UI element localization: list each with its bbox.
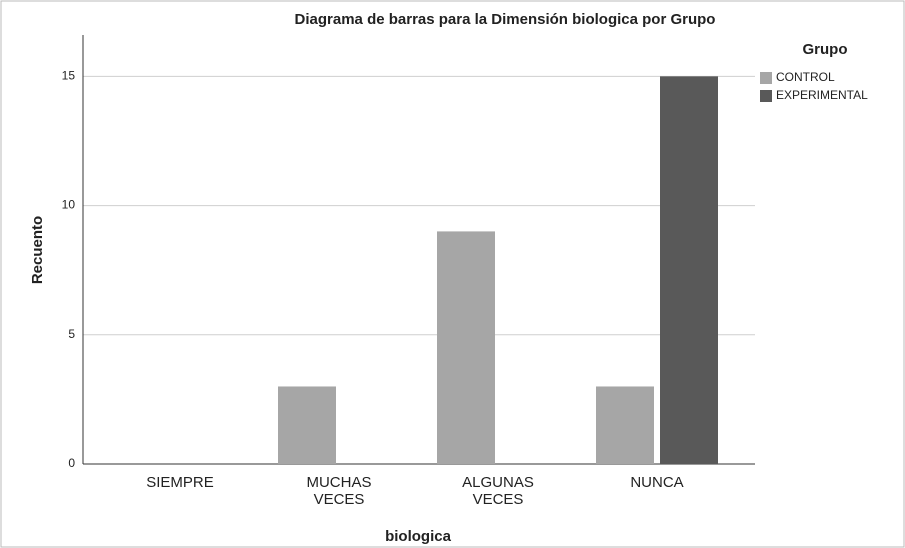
legend-label: EXPERIMENTAL <box>776 88 868 102</box>
legend-swatch <box>760 72 772 84</box>
legend-swatch <box>760 90 772 102</box>
y-tick-label: 10 <box>62 198 76 212</box>
bar <box>596 386 654 464</box>
x-tick-label: ALGUNAS VECES <box>462 474 534 508</box>
y-tick-label: 5 <box>68 327 75 341</box>
legend-title: Grupo <box>803 41 848 58</box>
y-tick-label: 0 <box>68 456 75 470</box>
y-axis-label: Recuento <box>29 216 46 284</box>
bar <box>437 231 495 464</box>
x-tick-label: MUCHAS VECES <box>306 474 372 508</box>
bar <box>660 76 718 464</box>
y-tick-label: 15 <box>62 69 76 83</box>
x-tick-label: NUNCA <box>630 474 684 491</box>
bar <box>278 386 336 464</box>
x-axis-label: biologica <box>385 528 451 545</box>
x-tick-label: SIEMPRE <box>146 474 214 491</box>
chart-title: Diagrama de barras para la Dimensión bio… <box>295 11 716 28</box>
legend-label: CONTROL <box>776 70 835 84</box>
